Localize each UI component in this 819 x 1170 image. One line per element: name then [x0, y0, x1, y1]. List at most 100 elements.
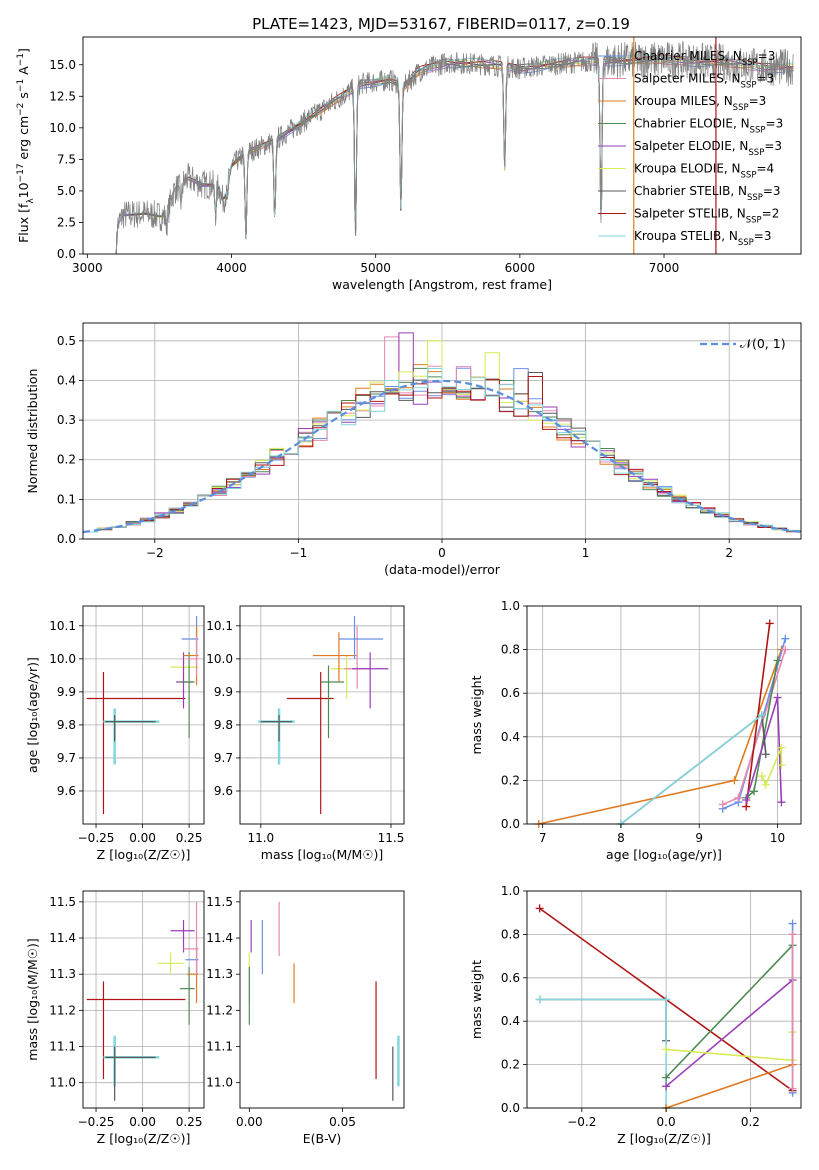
- mass-weight-line: [666, 1032, 794, 1062]
- y-tick-label: 11.3: [206, 967, 233, 981]
- y-axis-label-part: −2: [16, 103, 26, 116]
- grid-lines: [240, 606, 404, 824]
- legend-entry-sep: , N: [721, 229, 738, 243]
- y-tick-label: 9.7: [57, 751, 76, 765]
- legend-entry-name: Chabrier MILES: [634, 49, 725, 63]
- y-axis-label-part: −1: [16, 79, 26, 92]
- y-axis-label: mass weight: [469, 960, 484, 1039]
- y-tick-label: 9.8: [57, 718, 76, 732]
- mass-weight-vs-age-panel: 7 8 9 10 0.0 0.2 0.4 0.6 0.8 1.0 age [log₁₀(age/yr…: [469, 599, 802, 862]
- legend-entry-sep: , N: [733, 117, 750, 131]
- x-tick-label: 0.25: [176, 831, 203, 845]
- legend-entry-n: =3: [749, 94, 767, 108]
- mass-weight-marker: [761, 750, 770, 759]
- age-vs-metallicity-panel: −0.25 0.00 0.25 9.6 9.7 9.8 9.9 10.0 10.1 Z [log₁…: [25, 605, 205, 862]
- x-tick-label: −0.25: [78, 831, 115, 845]
- y-axis-label-part: λ: [26, 198, 36, 204]
- figure-title: PLATE=1423, MJD=53167, FIBERID=0117, z=0…: [252, 15, 630, 33]
- axes: 7 8 9 10 0.0 0.2 0.4 0.6 0.8 1.0 age [log₁₀(age/yr…: [469, 599, 802, 862]
- mass-weight-marker: [535, 904, 544, 913]
- axes-frame: [82, 322, 802, 540]
- y-tick-label: 9.6: [214, 784, 233, 798]
- legend-entry-sub: SSP: [741, 81, 757, 91]
- spectrum-panel: 3000 4000 5000 6000 7000 0.0 2.5 5.0 7.5 10.0 12.5…: [16, 36, 802, 292]
- mass-weight-marker: [662, 995, 671, 1004]
- y-tick-label: 10.1: [206, 619, 233, 633]
- y-axis-label: Flux [fλ10−17 erg cm−2 s−1 A−1]: [16, 48, 36, 243]
- mass-weight-marker: [662, 1073, 671, 1082]
- mass-vs-extinction-panel: 0.00 0.05 11.0 11.1 11.2 11.3 11.4 11.5 E(B-V): [206, 890, 405, 1146]
- model-spectrum-line: [115, 56, 794, 254]
- legend-entry-sub: SSP: [747, 193, 763, 203]
- legend-entry-sub: SSP: [748, 148, 764, 158]
- axes-frame: [82, 605, 205, 825]
- y-tick-label: 9.7: [214, 751, 233, 765]
- legend-entry-name: Salpeter ELODIE: [634, 139, 732, 153]
- mass-weight-marker: [535, 995, 544, 1004]
- mass-weight-marker: [730, 776, 739, 785]
- y-axis-label-part: A: [16, 66, 31, 79]
- axes-frame: [239, 605, 405, 825]
- legend-entry-n: =3: [754, 229, 772, 243]
- y-tick-label: 0.0: [501, 1101, 520, 1115]
- mass-weight-line: [539, 998, 667, 1041]
- x-tick-label: 0.0: [657, 1115, 676, 1129]
- y-tick-label: 11.5: [49, 895, 76, 909]
- residual-histogram-step: [83, 368, 801, 533]
- legend-entry: Kroupa MILES, NSSP=3: [634, 94, 766, 113]
- legend-entry-n: =3: [763, 184, 781, 198]
- y-tick-label: 10.1: [49, 619, 76, 633]
- y-tick-label: 0.5: [57, 334, 76, 348]
- plot-area: [82, 332, 802, 534]
- y-tick-label: 0.6: [501, 971, 520, 985]
- legend-entry-n: =2: [762, 207, 780, 221]
- legend-entry-name: Kroupa MILES: [634, 94, 716, 108]
- y-tick-label: 0.2: [57, 453, 76, 467]
- y-tick-label: 0.1: [57, 492, 76, 506]
- y-tick-label: 0.0: [57, 532, 76, 546]
- y-axis-label: Normed distribution: [25, 369, 40, 494]
- y-tick-label: 11.0: [49, 1076, 76, 1090]
- axes-frame: [526, 890, 802, 1109]
- axes-frame: [239, 890, 405, 1109]
- mass-weight-marker: [761, 780, 770, 789]
- mass-weight-marker: [788, 1084, 797, 1093]
- x-tick-label: −1: [290, 546, 308, 560]
- legend-entry-name: Chabrier STELIB: [634, 184, 730, 198]
- legend-entry-sep: , N: [716, 94, 733, 108]
- y-tick-label: 10.0: [206, 652, 233, 666]
- model-spectrum-line: [115, 59, 794, 254]
- x-axis-label: wavelength [Angstrom, rest frame]: [332, 277, 552, 292]
- legend-entry-name: Chabrier ELODIE: [634, 117, 733, 131]
- y-tick-label: 0.0: [501, 817, 520, 831]
- legend-entry-name: Salpeter STELIB: [634, 207, 729, 221]
- legend-entry-name: Kroupa STELIB: [634, 229, 721, 243]
- x-tick-label: 2: [725, 546, 733, 560]
- legend-entry: Salpeter ELODIE, NSSP=3: [634, 139, 782, 158]
- mass-weight-line: [665, 944, 794, 1079]
- mass-weight-marker: [765, 619, 774, 628]
- y-tick-label: 15.0: [49, 58, 76, 72]
- x-tick-label: 0.2: [741, 1115, 760, 1129]
- y-tick-label: 12.5: [49, 89, 76, 103]
- x-tick-label: 0.00: [129, 1115, 156, 1129]
- mass-weight-line: [665, 979, 794, 1087]
- y-tick-label: 5.0: [57, 184, 76, 198]
- axes: −0.25 0.00 0.25 9.6 9.7 9.8 9.9 10.0 10.1 Z [log₁…: [25, 605, 205, 862]
- y-tick-label: 11.1: [206, 1040, 233, 1054]
- x-tick-label: 1: [582, 546, 590, 560]
- mass-weight-marker: [757, 711, 766, 719]
- y-axis-label-part: Flux [f: [16, 203, 31, 243]
- legend-entry: Chabrier STELIB, NSSP=3: [634, 184, 781, 203]
- model-spectrum-line: [115, 59, 794, 254]
- legend-entry-sub: SSP: [742, 58, 758, 68]
- legend-entry-sub: SSP: [733, 103, 749, 113]
- mass-weight-marker: [750, 787, 759, 796]
- mass-weight-marker: [742, 796, 751, 805]
- y-tick-label: 0.6: [501, 686, 520, 700]
- legend-entry-sep: , N: [729, 207, 746, 221]
- y-axis-label-part: ]: [16, 48, 31, 53]
- y-tick-label: 0.2: [501, 1058, 520, 1072]
- mass-vs-metallicity-panel: −0.25 0.00 0.25 11.0 11.1 11.2 11.3 11.4 11.5 Z […: [25, 890, 205, 1146]
